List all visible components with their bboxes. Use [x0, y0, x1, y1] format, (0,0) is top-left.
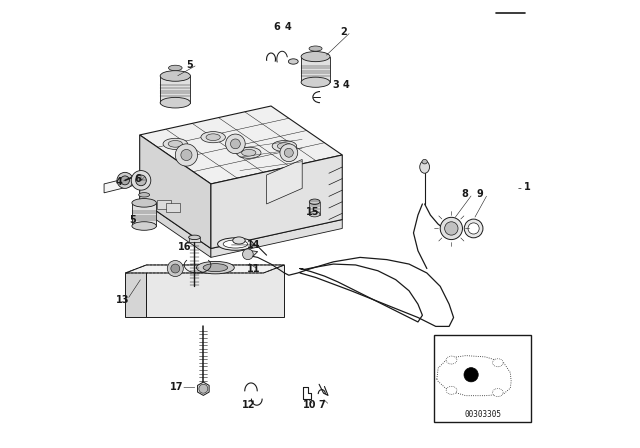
Ellipse shape	[189, 235, 200, 240]
Polygon shape	[132, 203, 156, 226]
Polygon shape	[157, 200, 171, 209]
Ellipse shape	[468, 223, 479, 234]
Ellipse shape	[160, 97, 191, 108]
Circle shape	[131, 171, 151, 190]
Text: 5: 5	[186, 60, 193, 69]
Text: 9: 9	[477, 189, 483, 199]
Circle shape	[167, 260, 183, 276]
Text: 12: 12	[242, 400, 255, 410]
Circle shape	[181, 150, 192, 160]
Ellipse shape	[422, 159, 428, 164]
Polygon shape	[211, 155, 342, 249]
Circle shape	[226, 134, 245, 154]
Ellipse shape	[168, 65, 182, 71]
Ellipse shape	[289, 59, 298, 64]
Ellipse shape	[201, 132, 225, 143]
Polygon shape	[246, 251, 258, 256]
Circle shape	[117, 172, 133, 188]
Ellipse shape	[223, 240, 248, 248]
Ellipse shape	[492, 388, 503, 396]
Ellipse shape	[132, 198, 156, 207]
Ellipse shape	[163, 138, 188, 150]
Polygon shape	[267, 159, 302, 204]
Ellipse shape	[242, 150, 256, 156]
Ellipse shape	[139, 193, 150, 197]
Ellipse shape	[272, 141, 296, 152]
Polygon shape	[140, 199, 211, 258]
Text: 14: 14	[246, 240, 260, 250]
Text: 11: 11	[247, 264, 260, 275]
Text: 16: 16	[179, 242, 192, 252]
Text: 1: 1	[524, 182, 531, 193]
Ellipse shape	[301, 77, 330, 87]
Circle shape	[175, 144, 198, 166]
Ellipse shape	[206, 134, 220, 141]
Ellipse shape	[446, 386, 457, 394]
Ellipse shape	[309, 199, 320, 204]
Polygon shape	[147, 265, 284, 318]
Circle shape	[136, 175, 147, 186]
Polygon shape	[140, 135, 211, 249]
Ellipse shape	[218, 238, 253, 250]
Ellipse shape	[492, 359, 503, 367]
Polygon shape	[189, 237, 200, 242]
Polygon shape	[198, 382, 209, 396]
Polygon shape	[125, 265, 284, 273]
Ellipse shape	[309, 46, 322, 51]
Ellipse shape	[301, 52, 330, 62]
Ellipse shape	[420, 161, 429, 173]
Circle shape	[171, 264, 180, 273]
Text: 17: 17	[170, 383, 184, 392]
Text: 2: 2	[340, 27, 347, 37]
Text: 5: 5	[129, 215, 136, 225]
Polygon shape	[104, 135, 300, 193]
Text: 15: 15	[306, 207, 319, 216]
Circle shape	[284, 148, 293, 157]
Ellipse shape	[168, 141, 182, 147]
Ellipse shape	[233, 237, 245, 244]
Ellipse shape	[132, 222, 156, 230]
Ellipse shape	[309, 211, 320, 217]
Polygon shape	[166, 202, 180, 211]
Ellipse shape	[196, 261, 234, 274]
Ellipse shape	[277, 143, 291, 150]
Ellipse shape	[440, 217, 463, 240]
Circle shape	[464, 368, 478, 382]
Ellipse shape	[160, 71, 191, 81]
Text: 00303305: 00303305	[464, 409, 501, 418]
Text: 8: 8	[461, 189, 468, 199]
Circle shape	[280, 144, 298, 162]
Polygon shape	[211, 220, 342, 258]
Polygon shape	[140, 106, 342, 184]
Ellipse shape	[446, 356, 457, 364]
Polygon shape	[160, 76, 191, 103]
Ellipse shape	[199, 384, 208, 393]
Text: 13: 13	[116, 295, 129, 305]
Ellipse shape	[464, 219, 483, 238]
Text: 4: 4	[342, 80, 349, 90]
Ellipse shape	[445, 222, 458, 235]
Polygon shape	[301, 56, 330, 82]
Ellipse shape	[203, 263, 228, 271]
Bar	[433, 335, 531, 422]
Text: 6: 6	[273, 22, 280, 32]
Text: 3: 3	[332, 80, 339, 90]
Circle shape	[120, 176, 129, 185]
Polygon shape	[309, 202, 320, 215]
Circle shape	[243, 249, 253, 260]
Circle shape	[230, 139, 240, 149]
Text: 7: 7	[319, 400, 325, 410]
Ellipse shape	[237, 147, 261, 158]
Text: 6: 6	[134, 174, 141, 185]
Text: 4: 4	[115, 177, 122, 187]
Text: 10: 10	[303, 400, 317, 410]
Polygon shape	[125, 265, 147, 318]
Text: 4: 4	[284, 22, 291, 32]
Polygon shape	[140, 171, 342, 249]
